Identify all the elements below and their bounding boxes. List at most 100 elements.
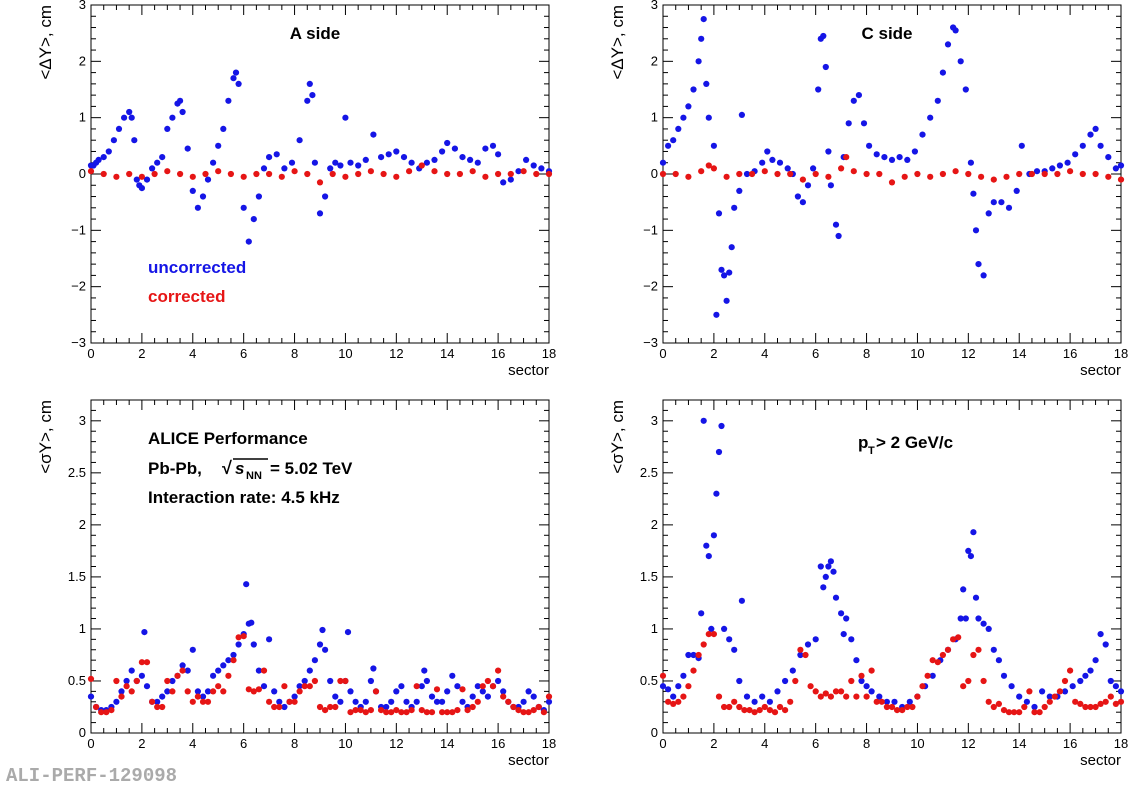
data-point-uncorrected [423, 677, 430, 685]
data-point-uncorrected [113, 698, 120, 705]
data-point-corrected [164, 168, 171, 175]
data-point-uncorrected [444, 139, 451, 147]
data-point-uncorrected [860, 120, 868, 127]
data-point-corrected [924, 672, 931, 679]
data-point-uncorrected [322, 193, 329, 200]
data-point-corrected [204, 698, 212, 705]
data-point-uncorrected [199, 693, 207, 700]
data-point-uncorrected [827, 182, 835, 189]
data-point-uncorrected [352, 698, 359, 705]
data-point-uncorrected [705, 114, 712, 121]
data-point-uncorrected [1000, 672, 1008, 679]
data-point-uncorrected [337, 698, 344, 705]
x-axis-label: sector [508, 362, 549, 379]
data-point-uncorrected [972, 594, 980, 601]
data-point-uncorrected [1097, 142, 1104, 149]
data-point-uncorrected [370, 131, 377, 138]
pt-subscript: T [868, 445, 875, 457]
data-point-uncorrected [204, 176, 212, 183]
plot-frame-c-side [662, 4, 1122, 344]
data-point-uncorrected [804, 182, 812, 189]
data-point-corrected [367, 168, 374, 175]
data-point-uncorrected [990, 199, 997, 206]
data-point-corrected [919, 683, 926, 690]
data-point-corrected [715, 693, 723, 700]
data-point-uncorrected [975, 261, 982, 268]
data-point-uncorrected [121, 114, 128, 121]
data-point-corrected [428, 709, 436, 716]
data-point-uncorrected [850, 97, 857, 104]
data-point-uncorrected [309, 92, 316, 99]
data-point-corrected [894, 707, 901, 714]
data-point-corrected [329, 170, 336, 178]
data-point-uncorrected [138, 185, 145, 192]
data-point-corrected [189, 173, 196, 180]
data-point-uncorrected [316, 210, 324, 217]
data-point-uncorrected [820, 584, 827, 591]
data-point-uncorrected [1092, 657, 1099, 664]
data-point-uncorrected [873, 151, 880, 158]
data-point-uncorrected [708, 625, 715, 633]
data-point-uncorrected [1102, 641, 1109, 648]
data-point-uncorrected [990, 646, 997, 653]
y-axis-label: <σY>, cm [36, 400, 55, 474]
data-point-corrected [545, 693, 553, 700]
data-point-corrected [418, 162, 425, 169]
data-point-uncorrected [1117, 688, 1125, 695]
plot-frame-sigma-all [90, 399, 550, 734]
data-point-uncorrected [311, 657, 318, 664]
data-point-corrected [433, 686, 441, 693]
x-axis-label: sector [1080, 752, 1121, 769]
x-axis-label: sector [1080, 362, 1121, 379]
data-point-uncorrected [342, 114, 349, 121]
x-tick-label: 16 [1063, 736, 1077, 751]
x-tick-label: 12 [389, 346, 403, 361]
data-point-uncorrected [1033, 168, 1041, 175]
data-point-uncorrected [863, 683, 870, 690]
data-point-corrected [1067, 168, 1074, 175]
data-point-uncorrected [832, 594, 840, 601]
data-point-corrected [250, 688, 257, 695]
data-point-uncorrected [825, 563, 832, 570]
data-point-corrected [878, 698, 885, 705]
y-tick-label: 1 [79, 110, 86, 125]
data-point-uncorrected [726, 636, 733, 643]
data-point-corrected [87, 168, 95, 175]
data-point-uncorrected [138, 672, 145, 679]
data-point-uncorrected [815, 86, 822, 93]
data-point-corrected [128, 688, 135, 695]
data-point-uncorrected [296, 137, 303, 144]
data-point-uncorrected [169, 677, 176, 685]
data-point-uncorrected [115, 125, 123, 132]
data-point-uncorrected [690, 86, 697, 93]
data-point-uncorrected [784, 165, 791, 172]
data-point-corrected [848, 677, 855, 685]
data-point-corrected [327, 703, 334, 711]
data-point-uncorrected [891, 698, 898, 705]
x-tick-label: 10 [338, 346, 352, 361]
data-point-corrected [1046, 698, 1053, 705]
data-point-uncorrected [276, 698, 283, 705]
data-point-uncorrected [383, 703, 390, 711]
data-point-corrected [482, 173, 489, 180]
data-point-corrected [914, 693, 921, 700]
data-point-corrected [143, 659, 151, 666]
data-point-corrected [1054, 170, 1061, 178]
data-point-uncorrected [670, 137, 677, 144]
data-point-uncorrected [939, 69, 947, 76]
data-point-uncorrected [189, 187, 196, 194]
data-point-corrected [1092, 170, 1099, 178]
data-point-uncorrected [316, 641, 324, 648]
data-point-corrected [726, 703, 733, 711]
data-point-uncorrected [489, 142, 497, 149]
data-point-corrected [799, 176, 807, 183]
data-point-corrected [802, 651, 809, 659]
data-point-corrected [1031, 709, 1038, 716]
data-point-corrected [431, 168, 438, 175]
annotation-interaction-rate: Interaction rate: 4.5 kHz [148, 488, 340, 507]
data-point-uncorrected [1112, 165, 1119, 172]
x-tick-label: 16 [491, 736, 505, 751]
data-point-corrected [103, 709, 110, 716]
data-point-uncorrected [1013, 187, 1020, 194]
data-point-uncorrected [495, 151, 502, 158]
